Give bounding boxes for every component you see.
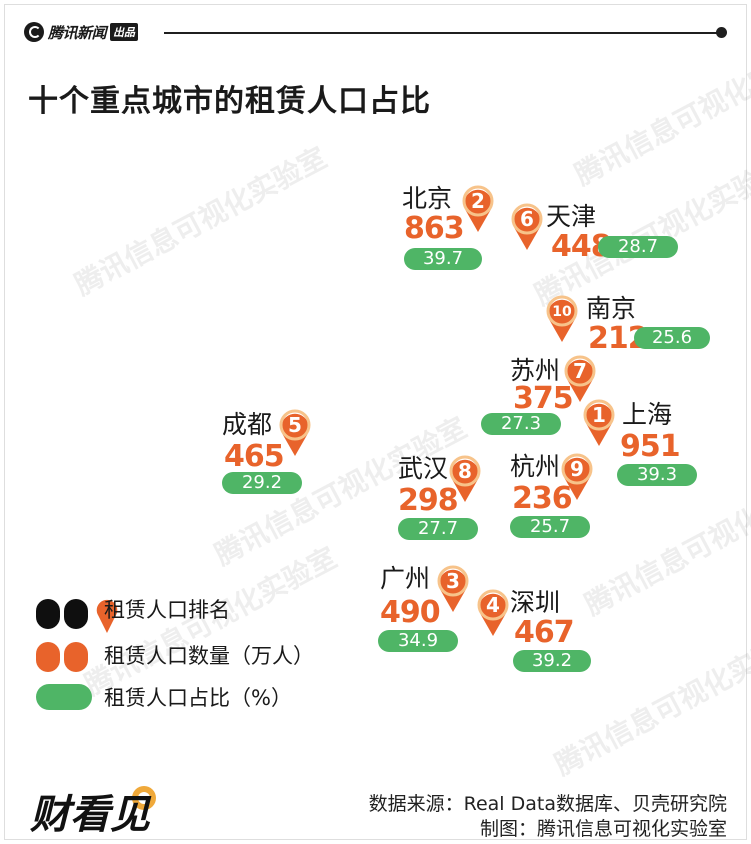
rank-pin-icon: 3 [434, 562, 472, 614]
rank-number: 10 [552, 304, 572, 320]
rental-count: 863 [404, 211, 465, 246]
rental-share-pill: 27.7 [398, 518, 478, 540]
rank-pin-icon: 7 [561, 352, 599, 404]
city-name-label: 北京 [402, 184, 453, 213]
rank-number: 8 [458, 459, 472, 483]
rental-count: 375 [513, 381, 574, 416]
rank-pin-icon: 10 [543, 292, 581, 344]
rank-pin-icon: 2 [459, 182, 497, 234]
rental-share-pill: 39.2 [513, 650, 591, 672]
tencent-news-logo: 腾讯新闻 出品 [24, 20, 139, 44]
rank-pin-icon: 9 [558, 450, 596, 502]
rank-number: 1 [592, 403, 606, 427]
rank-pin-icon: 6 [508, 200, 546, 252]
rank-number: 3 [446, 569, 460, 593]
rental-share-pill: 29.2 [222, 472, 302, 494]
rental-count: 298 [398, 483, 459, 518]
rank-pin-icon: 5 [276, 406, 314, 458]
legend-share-swatch [36, 684, 92, 710]
legend-count-swatch [36, 642, 92, 672]
chart-credit: 制图：腾讯信息可视化实验室 [479, 818, 727, 840]
rank-pin-icon: 8 [446, 452, 484, 504]
header-rule [164, 32, 720, 34]
chart-title: 十个重点城市的租赁人口占比 [28, 84, 431, 119]
city-name-label: 南京 [586, 294, 637, 323]
legend-orange-pill [36, 642, 60, 672]
tencent-news-icon [24, 22, 44, 42]
rental-share-pill: 34.9 [378, 630, 458, 652]
data-source: 数据来源：Real Data数据库、贝壳研究院 [368, 793, 727, 815]
rental-share-pill: 27.3 [481, 413, 561, 435]
city-name-label: 深圳 [510, 588, 561, 617]
legend-black-pill [36, 599, 60, 629]
legend-count-label: 租赁人口数量（万人） [104, 644, 314, 668]
city-name-label: 天津 [546, 202, 597, 231]
rental-share-pill: 25.7 [510, 516, 590, 538]
brand-text: 财看见 [30, 792, 152, 836]
rental-count: 465 [224, 439, 285, 474]
legend-rank-swatch [36, 592, 122, 636]
rank-pin-icon: 4 [474, 586, 512, 638]
city-name-label: 武汉 [398, 454, 449, 483]
rental-share-pill: 28.7 [598, 236, 678, 258]
city-name-label: 广州 [380, 564, 431, 593]
legend-rank-label: 租赁人口排名 [104, 598, 230, 622]
rank-number: 6 [520, 207, 534, 231]
city-name-label: 成都 [222, 410, 273, 439]
rental-share-pill: 39.7 [404, 248, 482, 270]
legend-black-pill [64, 599, 88, 629]
rental-share-pill: 39.3 [617, 464, 697, 486]
rank-number: 7 [573, 359, 587, 383]
rank-pin-icon: 1 [580, 396, 618, 448]
pin-icon [92, 592, 122, 636]
rental-count: 490 [380, 595, 441, 630]
brand-logo: 财看见 [26, 778, 166, 838]
rank-number: 9 [570, 457, 584, 481]
logo-text: 腾讯新闻 [48, 23, 107, 42]
rank-number: 5 [288, 413, 302, 437]
rental-count: 236 [512, 481, 573, 516]
header-rule-dot [716, 27, 727, 38]
legend-share-label: 租赁人口占比（%） [104, 686, 292, 710]
legend-green-pill [36, 684, 92, 710]
city-name-label: 苏州 [510, 356, 561, 385]
city-name-label: 上海 [622, 400, 673, 429]
rank-number: 4 [486, 593, 500, 617]
rental-count: 951 [620, 429, 681, 464]
rank-number: 2 [471, 189, 485, 213]
rental-count: 467 [514, 615, 575, 650]
frame [4, 4, 747, 840]
city-name-label: 杭州 [510, 452, 561, 481]
logo-badge: 出品 [110, 23, 139, 41]
rental-share-pill: 25.6 [634, 327, 710, 349]
legend-orange-pill [64, 642, 88, 672]
